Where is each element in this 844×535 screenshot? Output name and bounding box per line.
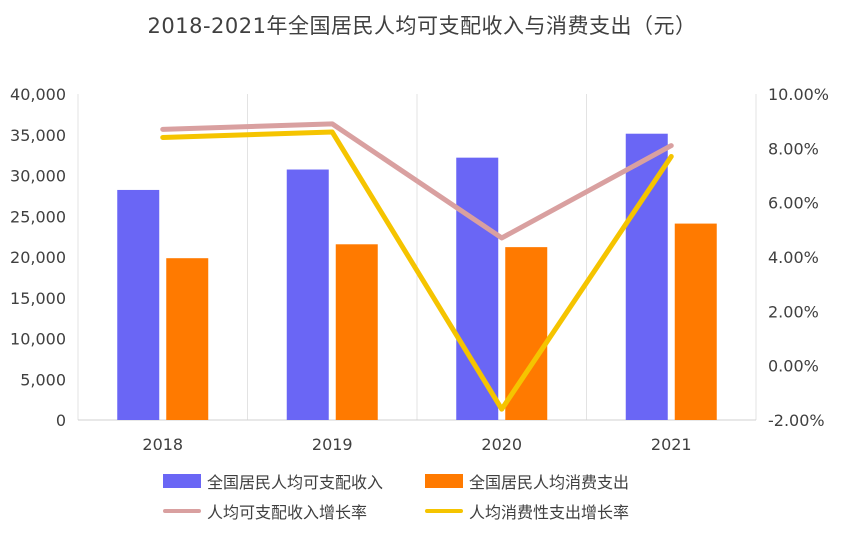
- y-left-tick-label: 5,000: [20, 370, 66, 389]
- y-left-tick-label: 40,000: [10, 85, 66, 104]
- legend-item-income: 全国居民人均可支配收入: [163, 469, 425, 493]
- y-left-tick-label: 20,000: [10, 248, 66, 267]
- x-tick-label: 2019: [312, 435, 353, 454]
- legend-label-expense-growth: 人均消费性支出增长率: [469, 503, 630, 522]
- x-tick-label: 2021: [651, 435, 692, 454]
- y-right-tick-label: 2.00%: [768, 302, 819, 321]
- bar-income: [117, 189, 160, 420]
- legend-label-income: 全国居民人均可支配收入: [207, 473, 384, 492]
- legend-swatch-expense: [425, 474, 463, 488]
- legend-item-income-growth: 人均可支配收入增长率: [163, 499, 425, 523]
- legend-item-expense: 全国居民人均消费支出: [425, 469, 629, 493]
- y-right-tick-label: 4.00%: [768, 248, 819, 267]
- y-right-tick-label: 6.00%: [768, 194, 819, 213]
- y-left-tick-label: 25,000: [10, 207, 66, 226]
- line-series-income-growth: [160, 121, 674, 241]
- bar-expense: [674, 223, 717, 420]
- y-left-tick-label: 35,000: [10, 126, 66, 145]
- y-left-tick-label: 0: [56, 411, 66, 430]
- bar-income: [456, 157, 499, 420]
- bar-expense: [335, 244, 378, 420]
- bar-income: [625, 133, 668, 421]
- x-tick-label: 2018: [142, 435, 183, 454]
- legend: 全国居民人均可支配收入 全国居民人均消费支出 人均可支配收入增长率 人均消费性支…: [163, 466, 723, 526]
- bar-income: [286, 169, 329, 420]
- legend-item-expense-growth: 人均消费性支出增长率: [425, 499, 629, 523]
- legend-swatch-expense-growth: [425, 509, 463, 513]
- y-left-tick-label: 30,000: [10, 167, 66, 186]
- y-right-tick-label: -2.00%: [768, 411, 825, 430]
- y-left-tick-label: 10,000: [10, 330, 66, 349]
- bar-expense: [166, 258, 209, 420]
- y-right-tick-label: 10.00%: [768, 85, 829, 104]
- y-right-tick-label: 8.00%: [768, 139, 819, 158]
- line-series-expense-growth: [160, 129, 674, 412]
- legend-label-income-growth: 人均可支配收入增长率: [207, 503, 368, 522]
- chart-title: 2018-2021年全国居民人均可支配收入与消费支出（元）: [147, 14, 697, 38]
- legend-swatch-income: [163, 474, 201, 488]
- legend-swatch-income-growth: [163, 509, 201, 513]
- y-left-tick-label: 15,000: [10, 289, 66, 308]
- legend-label-expense: 全国居民人均消费支出: [469, 473, 630, 492]
- y-right-tick-label: 0.00%: [768, 357, 819, 376]
- x-tick-label: 2020: [481, 435, 522, 454]
